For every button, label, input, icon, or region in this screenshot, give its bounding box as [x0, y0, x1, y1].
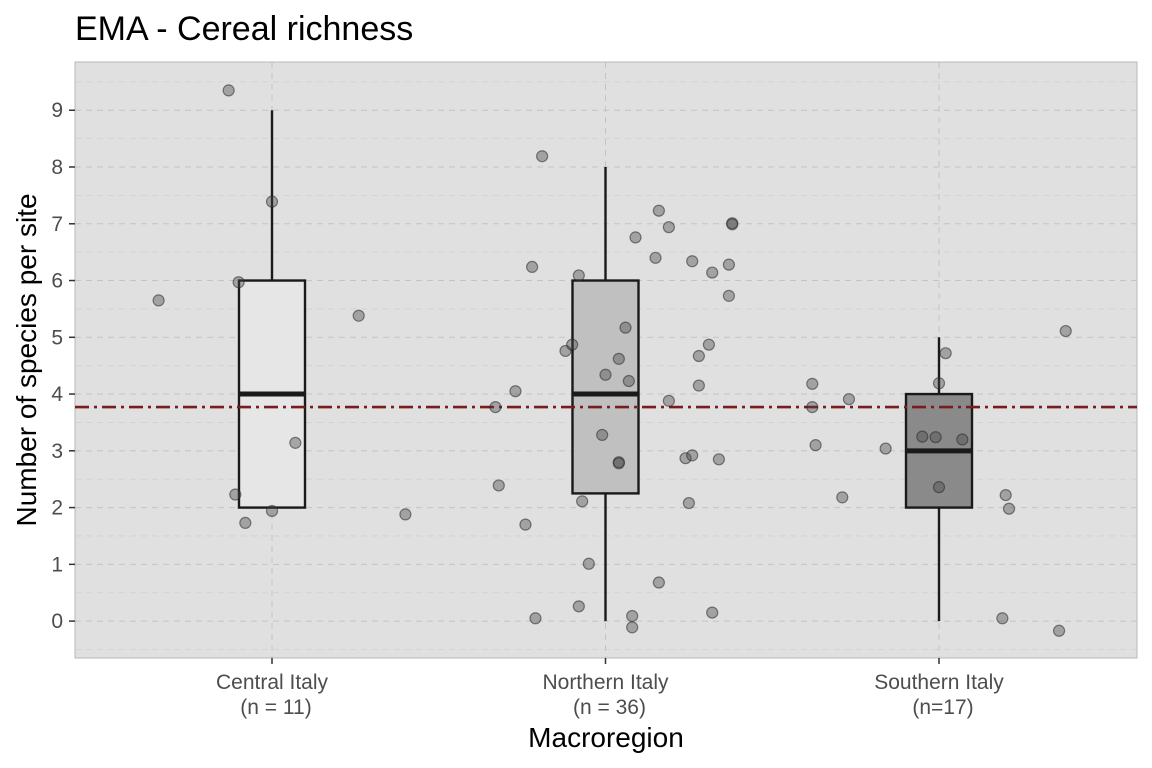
- data-point: [576, 495, 589, 508]
- y-tick-label: 3: [51, 440, 63, 463]
- point-layer: [152, 84, 1072, 637]
- data-point: [836, 491, 849, 504]
- data-point: [509, 385, 522, 398]
- data-point: [842, 393, 856, 406]
- data-point: [1002, 502, 1016, 515]
- x-tick-count: (n = 11): [240, 696, 311, 719]
- data-point: [956, 433, 969, 446]
- data-point: [806, 377, 819, 390]
- data-point: [622, 374, 635, 388]
- data-point: [239, 516, 252, 530]
- data-point: [519, 518, 532, 531]
- data-point: [929, 431, 942, 444]
- y-tick-label: 4: [51, 383, 63, 406]
- data-point: [1052, 624, 1066, 637]
- data-point: [399, 508, 412, 521]
- data-point: [626, 609, 639, 623]
- data-point: [652, 204, 665, 217]
- data-point: [726, 218, 739, 231]
- x-tick-count: (n = 36): [573, 696, 646, 719]
- data-point: [939, 347, 952, 360]
- data-point: [626, 621, 639, 634]
- data-point: [879, 442, 892, 455]
- data-point: [999, 488, 1012, 502]
- data-point: [686, 449, 699, 462]
- data-point: [629, 231, 642, 244]
- data-point: [686, 255, 699, 268]
- data-point: [265, 504, 279, 518]
- data-point: [529, 612, 542, 625]
- x-tick-label: Northern Italy: [542, 671, 669, 694]
- data-point: [692, 349, 705, 363]
- data-point: [596, 428, 609, 442]
- data-point: [612, 352, 625, 365]
- data-point: [612, 457, 625, 470]
- x-tick-label: Central Italy: [216, 671, 329, 694]
- data-point: [996, 612, 1009, 625]
- data-point: [916, 430, 929, 443]
- data-point: [572, 600, 585, 613]
- data-point: [489, 401, 502, 414]
- data-point: [572, 269, 585, 282]
- data-point: [536, 150, 549, 163]
- data-point: [682, 496, 695, 510]
- data-point: [722, 289, 735, 302]
- y-tick-label: 2: [51, 497, 63, 520]
- data-point: [619, 321, 632, 334]
- data-point: [932, 481, 946, 494]
- data-point: [649, 251, 662, 264]
- x-tick-layer: Central Italy(n = 11) Northern Italy(n = …: [216, 658, 1004, 719]
- data-point: [289, 436, 302, 449]
- y-tick-label: 9: [51, 99, 63, 122]
- y-tick-label: 1: [51, 553, 63, 576]
- y-tick-label: 8: [51, 156, 63, 179]
- x-tick-count: (n=17): [912, 696, 973, 719]
- data-point: [265, 195, 279, 208]
- chart-title: EMA - Cereal richness: [75, 10, 413, 48]
- data-point: [652, 576, 665, 589]
- data-point: [932, 377, 946, 390]
- data-point: [229, 488, 242, 501]
- data-point: [662, 221, 675, 234]
- x-axis-label: Macroregion: [528, 722, 684, 753]
- data-point: [352, 309, 365, 322]
- data-point: [566, 338, 579, 351]
- y-tick-label: 5: [51, 326, 63, 349]
- data-point: [692, 379, 705, 392]
- data-point: [722, 258, 735, 271]
- data-point: [152, 294, 165, 307]
- y-tick-label: 0: [51, 610, 63, 633]
- y-tick-layer: 0 1 2 3 4 5 6 7 8 9: [51, 99, 75, 633]
- data-point: [806, 401, 819, 414]
- data-point: [222, 84, 235, 97]
- data-point: [662, 394, 675, 407]
- data-point: [809, 439, 822, 452]
- y-axis-label: Number of species per site: [11, 193, 42, 526]
- box-layer: [237, 110, 974, 622]
- data-point: [712, 453, 725, 466]
- data-point: [492, 479, 505, 492]
- data-point: [706, 266, 719, 279]
- x-tick-label: Southern Italy: [874, 671, 1004, 694]
- data-point: [232, 276, 245, 289]
- y-tick-label: 6: [51, 270, 63, 293]
- data-point: [526, 260, 539, 274]
- data-point: [702, 338, 715, 351]
- box-2: [571, 279, 640, 495]
- data-point: [679, 452, 692, 465]
- data-point: [706, 606, 719, 619]
- data-point: [1059, 324, 1072, 338]
- data-point: [582, 557, 595, 570]
- data-point: [599, 368, 612, 381]
- y-tick-label: 7: [51, 213, 63, 236]
